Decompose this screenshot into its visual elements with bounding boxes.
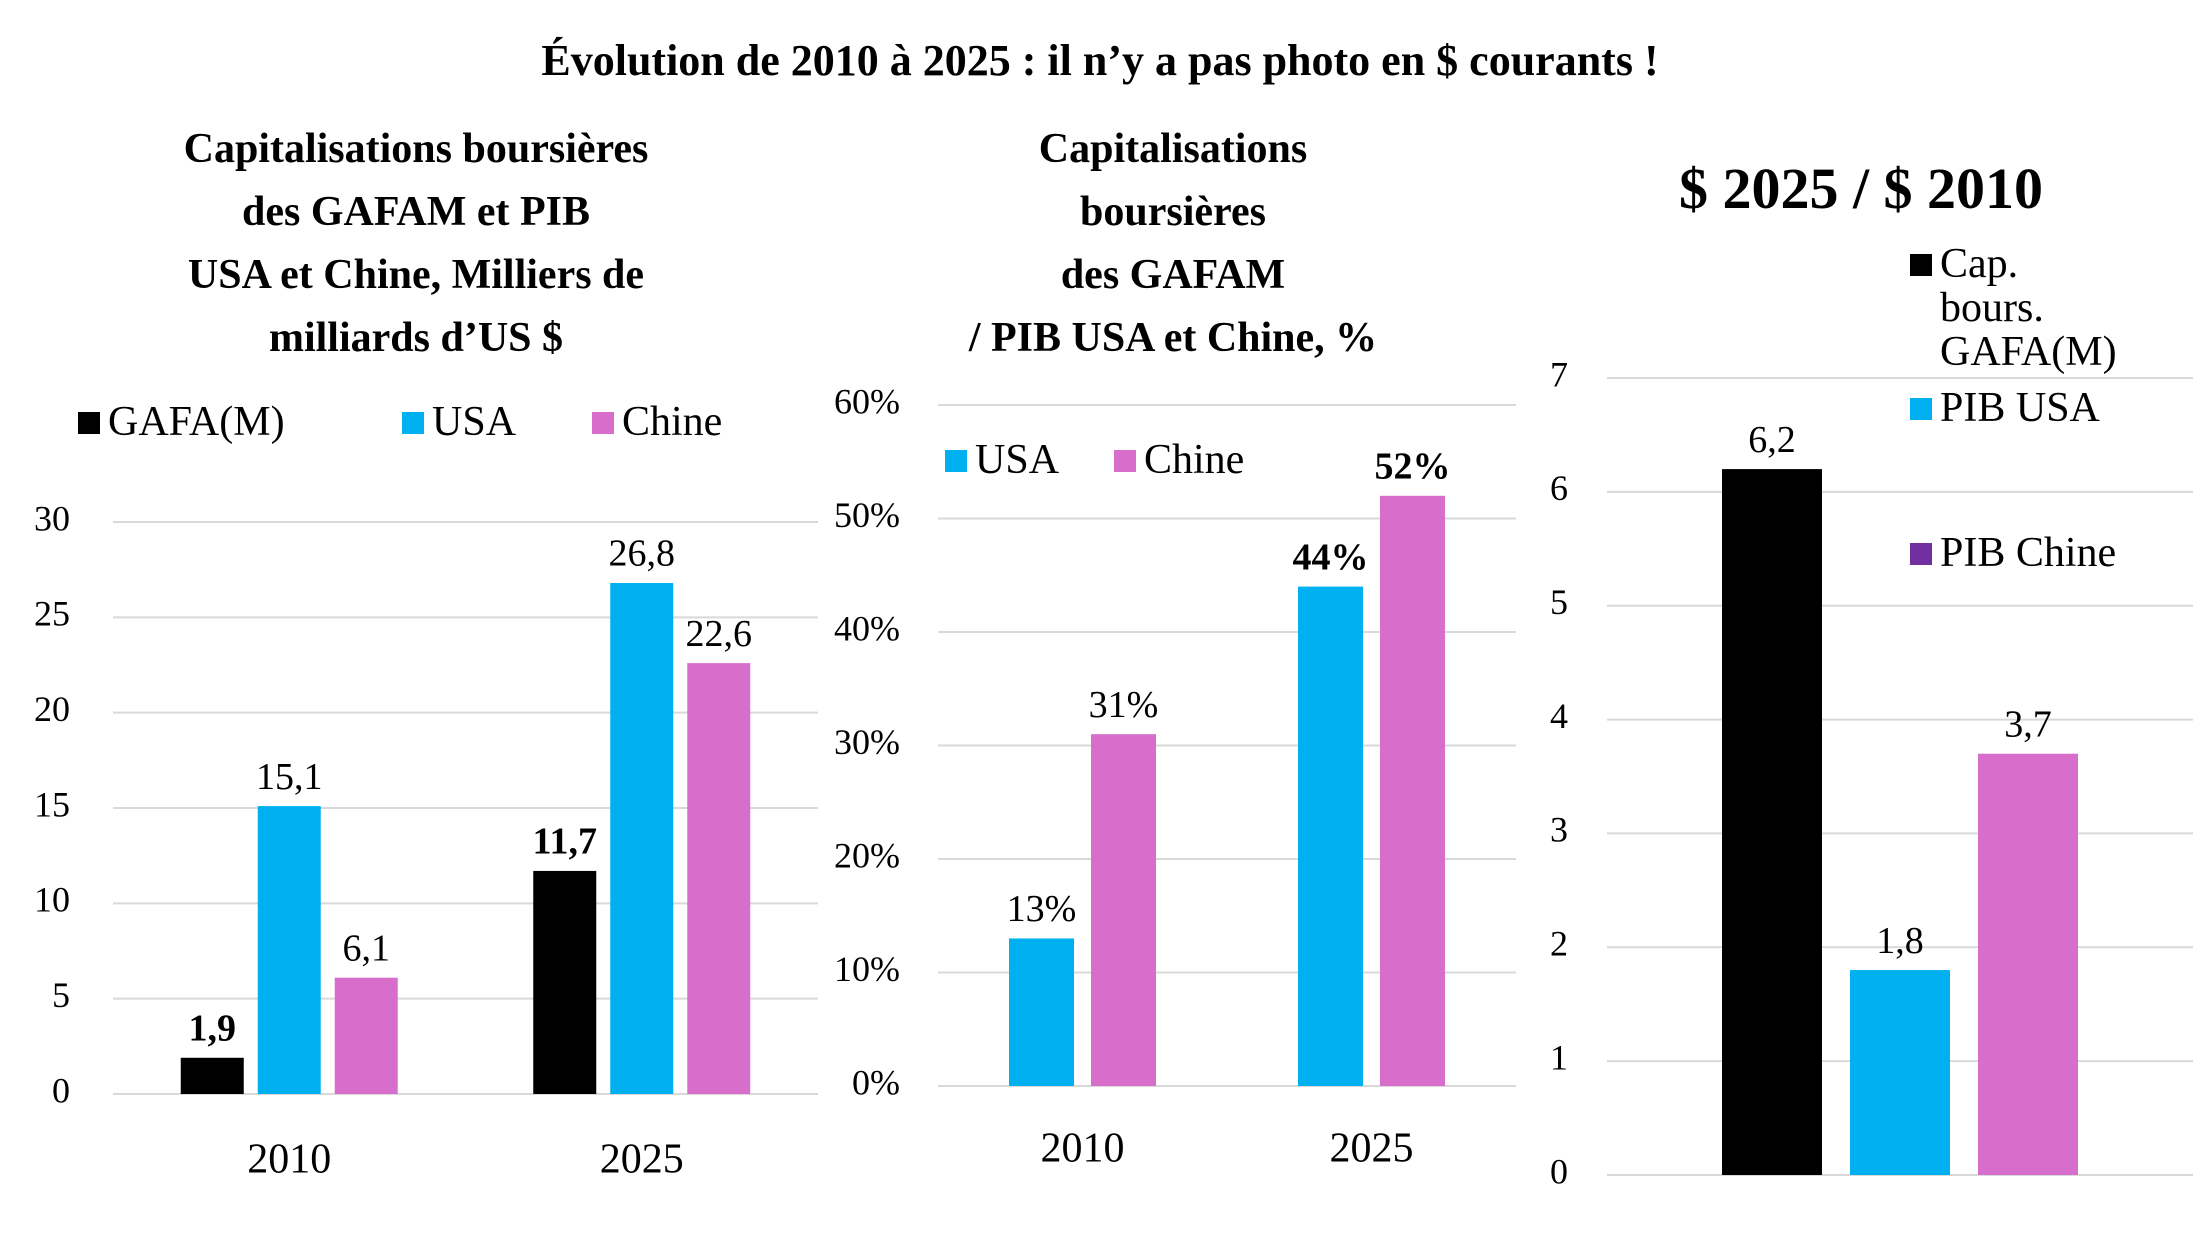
value-label: 6,2 [1748, 419, 1796, 461]
x-tick-label: 2010 [247, 1137, 331, 1183]
chart-title: $ 2025 / $ 2010 [1678, 156, 2044, 221]
legend-label: Chine [622, 399, 723, 445]
y-tick-label: 20% [834, 835, 900, 875]
chart-title: Capitalisations boursières des GAFAM et … [183, 126, 649, 361]
y-tick-label: 60% [834, 381, 900, 421]
bar [1722, 469, 1822, 1176]
legend-label: USA [975, 437, 1060, 483]
legend-swatch [1114, 450, 1136, 472]
value-label: 3,7 [2004, 703, 2052, 745]
y-tick-label: 50% [834, 495, 900, 535]
bar [1009, 938, 1074, 1086]
legend-swatch [402, 412, 424, 434]
value-label: 11,7 [533, 821, 597, 863]
y-tick-label: 2 [1550, 924, 1568, 964]
bar [1298, 586, 1363, 1086]
chart-title: Capitalisations boursières des GAFAM / P… [968, 126, 1378, 361]
value-label: 44% [1293, 536, 1369, 578]
y-tick-label: 10 [34, 880, 70, 920]
y-tick-label: 3 [1550, 810, 1568, 850]
bar [687, 663, 751, 1094]
legend-item: Chine [1114, 438, 1244, 482]
value-label: 15,1 [256, 756, 323, 798]
y-tick-label: 25 [34, 594, 70, 634]
legend-item: GAFA(M) [78, 400, 285, 444]
page-title: Évolution de 2010 à 2025 : il n’y a pas … [541, 36, 1659, 85]
y-tick-label: 6 [1550, 468, 1568, 508]
value-label: 22,6 [686, 613, 753, 655]
bar [1850, 970, 1950, 1175]
legend-swatch [78, 412, 100, 434]
x-tick-label: 2025 [600, 1137, 684, 1183]
value-label: 26,8 [609, 533, 676, 575]
bar [1978, 753, 2078, 1175]
legend-item: PIB Chine [1910, 531, 2116, 575]
bar [257, 806, 321, 1094]
legend-item: USA [945, 438, 1059, 482]
x-tick-label: 2025 [1330, 1126, 1414, 1172]
y-tick-label: 40% [834, 608, 900, 648]
bar [1091, 734, 1156, 1086]
value-label: 52% [1375, 446, 1451, 488]
y-tick-label: 4 [1550, 696, 1568, 736]
value-label: 1,9 [189, 1007, 237, 1049]
value-label: 31% [1089, 684, 1159, 726]
y-tick-label: 7 [1550, 354, 1568, 394]
value-label: 6,1 [343, 927, 391, 969]
legend-label: PIB USA [1940, 385, 2100, 431]
y-tick-label: 0% [852, 1062, 900, 1102]
legend-item: USA [402, 400, 516, 444]
y-tick-label: 5 [52, 975, 70, 1015]
bar [533, 870, 597, 1094]
value-label: 13% [1007, 888, 1077, 930]
legend-label: Chine [1144, 437, 1245, 483]
y-tick-label: 5 [1550, 582, 1568, 622]
legend-swatch [1910, 254, 1932, 276]
bar [1380, 495, 1445, 1086]
bar [334, 977, 398, 1094]
y-tick-label: 1 [1550, 1037, 1568, 1077]
legend-label: USA [432, 399, 517, 445]
legend-swatch [1910, 543, 1932, 565]
y-tick-label: 0 [52, 1070, 70, 1110]
x-tick-label: 2010 [1041, 1126, 1125, 1172]
legend-swatch [945, 450, 967, 472]
legend-label: PIB Chine [1940, 530, 2117, 576]
legend-item: PIB USA [1910, 386, 2100, 430]
legend-label: Cap. bours. GAFA(M) [1940, 241, 2117, 376]
y-tick-label: 20 [34, 689, 70, 729]
bar [610, 583, 674, 1094]
legend-label: GAFA(M) [108, 399, 285, 445]
legend-swatch [592, 412, 614, 434]
value-label: 1,8 [1876, 920, 1924, 962]
legend-item: Chine [592, 400, 722, 444]
y-tick-label: 0 [1550, 1151, 1568, 1191]
y-tick-label: 30 [34, 498, 70, 538]
y-tick-label: 15 [34, 784, 70, 824]
y-tick-label: 30% [834, 722, 900, 762]
legend-item: Cap. bours. GAFA(M) [1910, 242, 2117, 374]
bar [180, 1057, 244, 1094]
legend-swatch [1910, 398, 1932, 420]
y-tick-label: 10% [834, 949, 900, 989]
